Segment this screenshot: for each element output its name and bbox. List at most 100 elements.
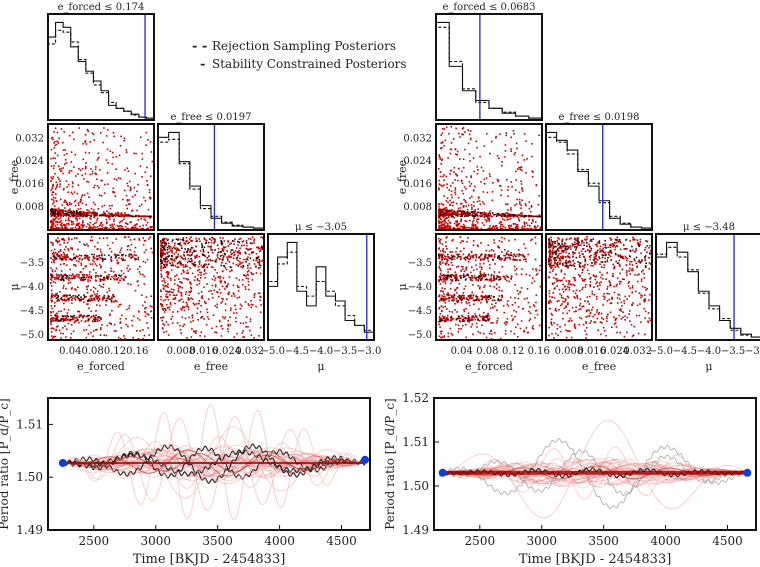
scatter-point — [149, 217, 151, 219]
scatter-point — [249, 329, 251, 332]
scatter-point — [93, 214, 95, 217]
scatter-point — [75, 265, 77, 267]
scatter-point — [65, 274, 68, 277]
scatter-point — [498, 222, 501, 224]
scatter-point — [489, 175, 491, 177]
scatter-point — [450, 316, 453, 319]
scatter-point — [438, 221, 440, 223]
scatter-point — [516, 323, 519, 326]
scatter-point — [93, 186, 95, 189]
scatter-point — [101, 257, 104, 260]
scatter-point — [81, 167, 84, 170]
scatter-point — [446, 236, 448, 238]
scatter-point — [127, 170, 130, 172]
scatter-point — [531, 282, 533, 284]
scatter-point — [104, 183, 106, 186]
scatter-point — [446, 317, 449, 319]
scatter-point — [455, 127, 457, 130]
scatter-point — [207, 263, 210, 266]
scatter-point — [602, 326, 605, 329]
scatter-point — [475, 322, 478, 325]
scatter-point — [65, 336, 67, 338]
scatter-point — [441, 310, 443, 313]
scatter-point — [195, 250, 197, 252]
scatter-point — [474, 225, 477, 227]
scatter-point — [573, 324, 576, 327]
scatter-point — [195, 330, 197, 332]
scatter-point — [567, 320, 570, 322]
scatter-point — [94, 213, 96, 216]
scatter-point — [67, 191, 69, 193]
scatter-point — [442, 251, 445, 253]
scatter-point — [461, 182, 464, 185]
scatter-point — [126, 200, 129, 202]
scatter-point — [522, 254, 524, 257]
scatter-point — [562, 250, 564, 252]
scatter-point — [463, 228, 466, 230]
scatter-point — [215, 325, 218, 328]
scatter-point — [50, 212, 52, 214]
scatter-point — [110, 256, 113, 258]
scatter-point — [143, 196, 145, 199]
scatter-point — [462, 253, 465, 256]
scatter-point — [211, 327, 213, 330]
scatter-point — [162, 260, 164, 262]
scatter-point — [213, 242, 215, 244]
scatter-point — [53, 131, 55, 133]
scatter-point — [446, 212, 448, 215]
scatter-point — [62, 285, 65, 287]
scatter-point — [168, 271, 170, 273]
scatter-point — [125, 323, 127, 326]
scatter-point — [473, 274, 476, 277]
scatter-point — [484, 278, 487, 281]
scatter-point — [242, 265, 244, 267]
scatter-point — [515, 227, 517, 230]
scatter-point — [56, 294, 58, 296]
scatter-point — [488, 217, 491, 219]
scatter-point — [149, 236, 152, 238]
scatter-point — [201, 266, 204, 269]
scatter-point — [63, 214, 66, 216]
scatter-point — [166, 253, 169, 255]
scatter-point — [477, 275, 480, 278]
scatter-point — [60, 274, 62, 276]
scatter-point — [109, 207, 112, 210]
scatter-point — [449, 173, 451, 175]
scatter-point — [476, 220, 478, 222]
scatter-point — [510, 278, 512, 280]
tick-free-left: 0.024 — [15, 156, 44, 167]
scatter-point — [455, 173, 458, 176]
scatter-point — [71, 299, 73, 301]
scatter-point — [482, 191, 485, 193]
scatter-point — [180, 245, 183, 247]
scatter-point — [201, 246, 203, 249]
scatter-point — [54, 217, 57, 220]
scatter-point — [191, 262, 194, 265]
scatter-point — [89, 141, 92, 143]
scatter-point — [564, 324, 566, 326]
scatter-point — [503, 254, 505, 257]
scatter-point — [589, 281, 592, 283]
scatter-point — [54, 152, 57, 154]
scatter-point — [146, 215, 148, 218]
scatter-point — [552, 241, 554, 243]
scatter-point — [464, 226, 467, 229]
scatter-point — [92, 208, 95, 211]
scatter-point — [526, 331, 529, 334]
scatter-point — [124, 222, 127, 224]
scatter-point — [74, 199, 77, 202]
scatter-point — [67, 298, 69, 300]
scatter-point — [139, 265, 141, 268]
scatter-point — [488, 279, 491, 282]
scatter-point — [90, 215, 92, 218]
scatter-point — [163, 331, 165, 333]
scatter-point — [97, 275, 100, 277]
scatter-point — [456, 277, 458, 280]
scatter-point — [190, 321, 192, 323]
scatter-point — [443, 320, 446, 323]
scatter-point — [456, 212, 459, 214]
scatter-point — [72, 258, 75, 260]
scatter-point — [52, 184, 54, 187]
scatter-point — [504, 277, 506, 279]
scatter-point — [487, 298, 490, 301]
